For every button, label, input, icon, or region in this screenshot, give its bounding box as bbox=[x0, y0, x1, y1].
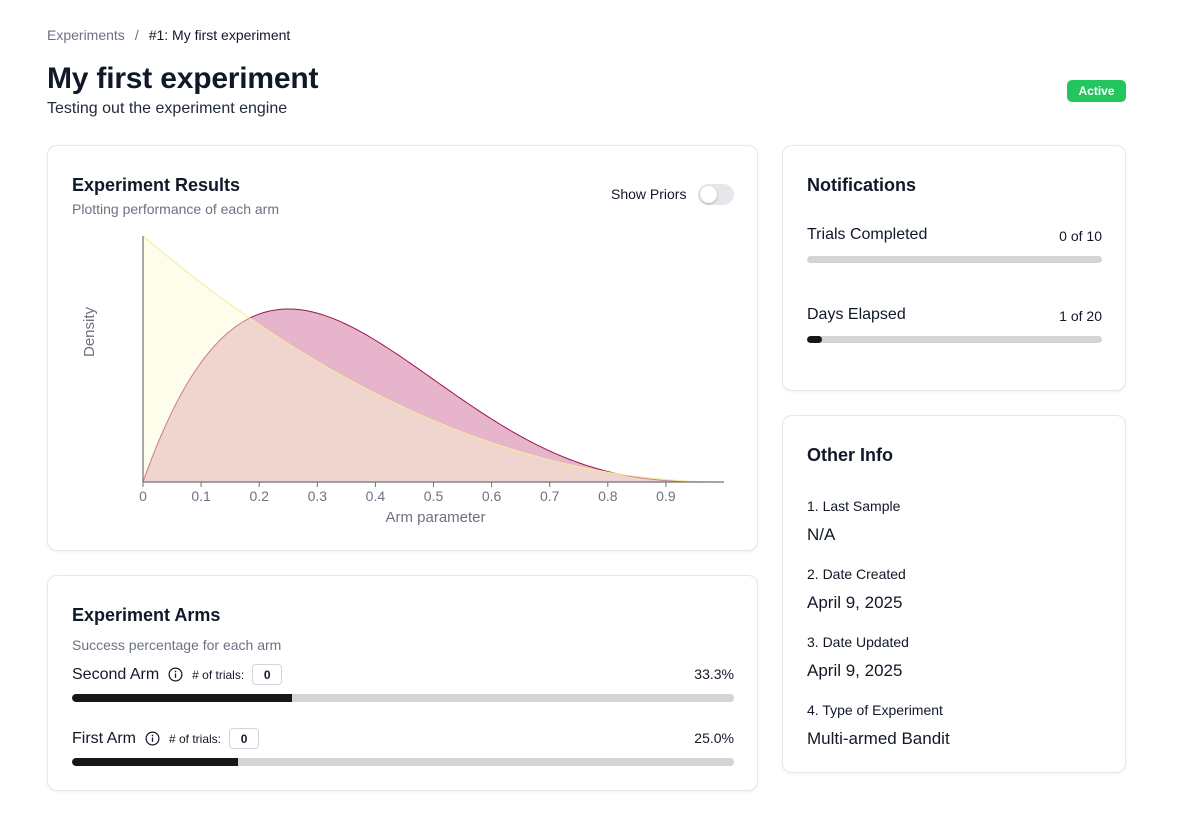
arm-name-group: First Arm # of trials: bbox=[72, 728, 260, 749]
info-item: 1. Last Sample N/A bbox=[807, 498, 900, 545]
x-tick-label: 0.2 bbox=[249, 488, 269, 504]
arm-progress-bar bbox=[72, 758, 734, 766]
arms-subtitle: Success percentage for each arm bbox=[72, 637, 282, 653]
breadcrumb: Experiments / #1: My first experiment bbox=[47, 27, 290, 43]
info-value: Multi-armed Bandit bbox=[807, 729, 950, 748]
notifications-title: Notifications bbox=[807, 175, 917, 195]
series-area-2 bbox=[143, 236, 719, 482]
results-title: Experiment Results bbox=[72, 175, 241, 195]
trials-input[interactable] bbox=[229, 728, 260, 749]
info-icon[interactable] bbox=[168, 667, 183, 682]
series-line-2 bbox=[142, 235, 719, 483]
notifications-card: Notifications Trials Completed 0 of 10 D… bbox=[782, 145, 1126, 391]
x-tick-label: 0.4 bbox=[366, 488, 386, 504]
arm-name: First Arm bbox=[72, 729, 136, 747]
arm-progress-fill bbox=[72, 758, 238, 766]
breadcrumb-experiments-link[interactable]: Experiments bbox=[47, 27, 125, 43]
notification-label: Days Elapsed bbox=[807, 306, 906, 323]
info-item: 2. Date Created April 9, 2025 bbox=[807, 566, 906, 613]
density-chart: 0 0.1 0.2 0.3 0.4 0.5 0.6 0.7 0.8 0.9 Arm paramete… bbox=[81, 235, 724, 526]
breadcrumb-current: #1: My first experiment bbox=[148, 27, 291, 43]
other-info-card: Other Info 1. Last Sample N/A 2. Date Cr… bbox=[782, 415, 1126, 773]
show-priors-label: Show Priors bbox=[611, 186, 687, 202]
info-label: 1. Last Sample bbox=[807, 498, 901, 514]
notification-progress-bar bbox=[807, 256, 1102, 263]
arms-title: Experiment Arms bbox=[72, 605, 221, 625]
notification-value: 0 of 10 bbox=[1059, 228, 1102, 244]
results-subtitle: Plotting performance of each arm bbox=[72, 201, 279, 217]
x-tick-label: 0.1 bbox=[191, 488, 211, 504]
notification-value: 1 of 20 bbox=[1059, 308, 1102, 324]
toggle-knob bbox=[700, 186, 717, 203]
other-info-title: Other Info bbox=[807, 445, 893, 465]
arm-name: Second Arm bbox=[72, 665, 160, 683]
page-subtitle: Testing out the experiment engine bbox=[47, 100, 288, 117]
x-tick-label: 0.5 bbox=[424, 488, 444, 504]
page-title: My first experiment bbox=[47, 62, 319, 95]
info-item: 3. Date Updated April 9, 2025 bbox=[807, 634, 909, 681]
experiment-arms-card: Experiment Arms Success percentage for e… bbox=[47, 575, 758, 791]
x-axis-label: Arm parameter bbox=[385, 509, 485, 526]
info-item: 4. Type of Experiment Multi-armed Bandit bbox=[807, 702, 950, 749]
x-tick-label: 0.9 bbox=[656, 488, 676, 504]
trials-input[interactable] bbox=[252, 664, 283, 685]
info-value: N/A bbox=[807, 525, 836, 544]
arm-row: Second Arm # of trials: 33.3% bbox=[72, 664, 734, 704]
x-tick-label: 0.7 bbox=[540, 488, 560, 504]
trials-label: # of trials: bbox=[192, 667, 245, 682]
x-tick-label: 0 bbox=[139, 488, 147, 504]
notification-progress-bar bbox=[807, 336, 1102, 343]
info-label: 4. Type of Experiment bbox=[807, 702, 943, 718]
x-tick-label: 0.8 bbox=[598, 488, 618, 504]
arm-name-group: Second Arm # of trials: bbox=[72, 664, 283, 685]
info-value: April 9, 2025 bbox=[807, 593, 903, 612]
info-icon[interactable] bbox=[145, 731, 160, 746]
info-label: 2. Date Created bbox=[807, 566, 906, 582]
breadcrumb-separator: / bbox=[134, 27, 139, 43]
show-priors-toggle[interactable] bbox=[698, 184, 734, 205]
y-axis-label: Density bbox=[81, 306, 98, 357]
arm-percentage: 33.3% bbox=[694, 666, 734, 682]
info-label: 3. Date Updated bbox=[807, 634, 909, 650]
arm-progress-bar bbox=[72, 694, 734, 702]
arm-progress-fill bbox=[72, 694, 293, 702]
notification-label: Trials Completed bbox=[807, 226, 928, 243]
notification-progress-fill bbox=[807, 336, 822, 343]
experiment-results-card: Experiment Results Plotting performance … bbox=[47, 145, 758, 551]
x-tick-label: 0.6 bbox=[482, 488, 502, 504]
info-value: April 9, 2025 bbox=[807, 661, 903, 680]
status-badge: Active bbox=[1067, 80, 1126, 102]
trials-label: # of trials: bbox=[169, 731, 222, 746]
series-area-1 bbox=[143, 309, 719, 482]
arm-percentage: 25.0% bbox=[694, 730, 734, 746]
x-tick-label: 0.3 bbox=[308, 488, 328, 504]
arm-row: First Arm # of trials: 25.0% bbox=[72, 728, 734, 768]
